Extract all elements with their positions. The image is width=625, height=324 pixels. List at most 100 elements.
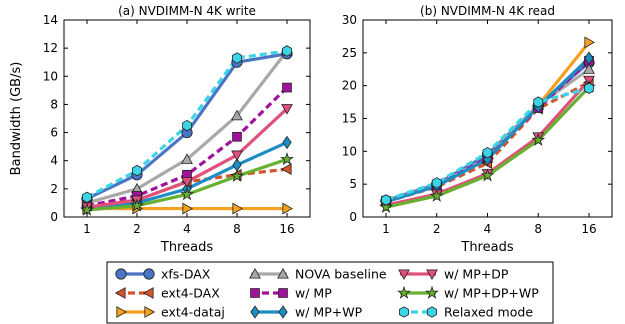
data-point-w-mp-dp-wp (480, 168, 495, 182)
y-tick-label: 0 (50, 210, 58, 224)
data-point-ext4-dataj (584, 36, 596, 49)
data-point-w-mp-dp-wp (180, 187, 194, 201)
legend-item-w-mp-wp: w/ MP+WP (250, 305, 363, 320)
legend-marker (116, 306, 128, 318)
data-point-relaxed-mode (282, 45, 292, 57)
data-point-w-mp-wp (482, 152, 493, 166)
data-point-relaxed-mode (431, 177, 442, 189)
series-line-w-mp-dp (385, 79, 591, 207)
legend-marker (250, 288, 260, 298)
data-point-relaxed-mode (82, 191, 92, 203)
y-tick-label: 15 (342, 112, 357, 126)
data-point-nova-baseline (231, 109, 243, 121)
legend-label: ext4-dataj (161, 305, 225, 320)
legend-item-relaxed-mode: Relaxed mode (399, 305, 533, 320)
legend: xfs-DAX NOVA baseline w/ MP+DP ext4-DAX w/ M… (106, 261, 554, 324)
legend-marker (142, 287, 154, 299)
y-tick-label: 8 (50, 97, 58, 111)
data-point-w-mp (282, 82, 292, 93)
x-tick-label: 4 (183, 222, 191, 236)
data-point-relaxed-mode (232, 52, 242, 64)
legend-marker (278, 288, 288, 298)
y-tick-label: 0 (349, 210, 357, 224)
y-tick-label: 25 (342, 46, 357, 60)
data-point-w-mp-dp (281, 104, 293, 115)
data-point-w-mp-dp-wp (429, 188, 444, 202)
data-point-w-mp-dp-wp (80, 202, 94, 216)
chart-title-write: (a) NVDIMM-N 4K write (118, 4, 256, 18)
x-tick-label: 16 (581, 222, 596, 236)
x-tick-label: 4 (484, 222, 492, 236)
x-axis-label-write: Threads (160, 240, 213, 255)
y-tick-label: 5 (349, 177, 357, 191)
legend-label: w/ MP+WP (295, 305, 363, 320)
legend-item-xfs-dax: xfs-DAX (115, 267, 211, 282)
data-point-w-mp-wp (282, 135, 292, 150)
legend-item-w-mp-dp-wp: w/ MP+DP+WP (397, 285, 539, 301)
legend-marker (144, 306, 156, 318)
data-point-relaxed-mode (381, 194, 391, 206)
y-tick-label: 6 (50, 126, 58, 140)
data-point-ext4-dataj (282, 202, 294, 215)
legend-label: w/ MP+DP (444, 267, 509, 282)
legend-marker (249, 267, 261, 279)
y-tick-label: 20 (342, 79, 357, 93)
data-point-w-mp-dp-wp (531, 132, 546, 147)
legend-marker (250, 305, 260, 319)
chart-title-read: (b) NVDIMM-N 4K read (420, 4, 555, 18)
data-point-w-mp-dp (181, 177, 193, 188)
legend-marker (278, 305, 288, 319)
data-point-ext4-dax (280, 163, 292, 176)
y-tick-label: 4 (50, 154, 58, 168)
data-point-w-mp-dp (231, 150, 243, 162)
data-point-w-mp-wp (584, 51, 594, 65)
legend-frame (106, 261, 554, 324)
data-point-nova-baseline (181, 153, 193, 164)
x-tick-label: 16 (279, 222, 294, 236)
series-line-ext4-dax (385, 80, 590, 204)
data-point-ext4-dataj (232, 202, 244, 215)
legend-marker (277, 267, 289, 279)
x-tick-label: 2 (133, 222, 141, 236)
data-point-relaxed-mode (132, 164, 142, 177)
legend-label: ext4-DAX (161, 286, 220, 301)
y-tick-label: 10 (342, 144, 357, 158)
legend-marker (426, 269, 438, 281)
legend-item-w-mp: w/ MP (250, 286, 332, 301)
y-tick-label: 12 (43, 41, 58, 55)
plot-frame (362, 19, 613, 218)
data-point-relaxed-mode (182, 119, 192, 132)
legend-marker (427, 306, 437, 318)
data-point-ext4-dataj (182, 202, 194, 215)
data-point-relaxed-mode (584, 82, 594, 94)
legend-item-w-mp-dp: w/ MP+DP (398, 267, 509, 282)
legend-marker (114, 287, 126, 299)
data-point-w-mp-dp-wp (230, 168, 244, 183)
legend-marker (398, 269, 410, 281)
y-tick-label: 30 (342, 13, 357, 27)
data-point-w-mp-dp-wp (130, 198, 144, 212)
legend-label: w/ MP (295, 286, 332, 301)
legend-marker (397, 285, 411, 299)
x-tick-label: 1 (382, 222, 390, 236)
legend-label: xfs-DAX (161, 267, 211, 282)
legend-marker (425, 285, 439, 299)
data-point-w-mp (232, 131, 242, 142)
y-tick-label: 10 (43, 69, 58, 83)
legend-label: w/ MP+DP+WP (444, 286, 539, 301)
legend-item-ext4-dax: ext4-DAX (114, 286, 220, 301)
legend-label: NOVA baseline (295, 267, 387, 282)
data-point-nova-baseline (583, 63, 595, 74)
x-tick-label: 1 (83, 222, 91, 236)
x-axis-label-read: Threads (460, 240, 513, 255)
series-line-relaxed-mode (385, 86, 590, 202)
y-tick-label: 14 (43, 13, 58, 27)
series-line-xfs-dax (385, 61, 591, 203)
legend-marker (143, 268, 155, 280)
legend-item-ext4-dataj: ext4-dataj (116, 305, 225, 320)
x-tick-label: 8 (534, 222, 542, 236)
y-tick-label: 2 (50, 182, 58, 196)
legend-item-nova-baseline: NOVA baseline (249, 267, 387, 282)
data-point-relaxed-mode (482, 146, 493, 159)
